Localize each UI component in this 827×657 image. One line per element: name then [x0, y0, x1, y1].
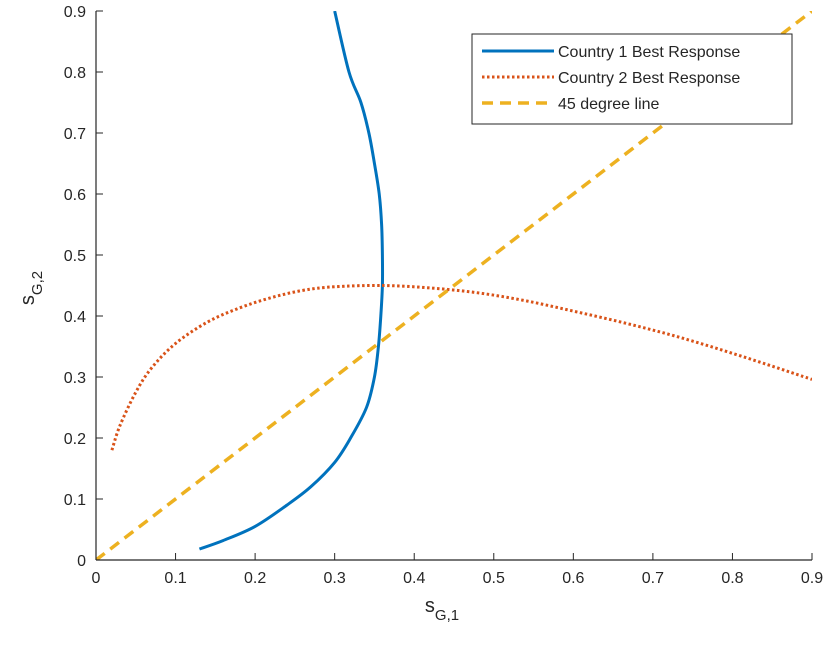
y-tick-label: 0: [77, 553, 86, 570]
x-axis-label-main: s: [425, 595, 435, 617]
x-tick-label: 0.7: [642, 570, 664, 587]
series-line-2: [110, 283, 812, 451]
x-tick-label: 0: [92, 570, 101, 587]
legend-box: [471, 33, 793, 125]
axes-layer: 0 0.1 0.2 0.3 0.4 0.5 0.6 0.7 0.8 0.9 0 0.1 0.2 0.3 0.…: [64, 4, 823, 587]
legend-label-2: Country 2 Best Response: [558, 70, 740, 87]
y-axis-label: sG,2: [17, 271, 46, 305]
y-tick-label: 0.4: [64, 309, 86, 326]
x-tick-label: 0.3: [324, 570, 346, 587]
y-axis-label-sub: G,2: [29, 271, 46, 295]
series-line-1: [198, 11, 385, 551]
y-tick-label: 0.3: [64, 370, 86, 387]
x-tick-label: 0.9: [801, 570, 823, 587]
axis-labels: sG,1sG,2: [17, 271, 459, 624]
y-tick-label: 0.9: [64, 4, 86, 21]
y-tick-label: 0.5: [64, 248, 86, 265]
legend: Country 1 Best Response Country 2 Best Re…: [471, 33, 793, 125]
y-tick-label: 0.1: [64, 492, 86, 509]
y-tick-label: 0.2: [64, 431, 86, 448]
x-tick-label: 0.2: [244, 570, 266, 587]
legend-label-3: 45 degree line: [558, 96, 660, 113]
x-tick-label: 0.6: [562, 570, 584, 587]
x-axis-label: sG,1: [425, 595, 459, 624]
x-tick-label: 0.5: [483, 570, 505, 587]
x-axis-label-sub: G,1: [435, 607, 459, 624]
x-tick-label: 0.1: [164, 570, 186, 587]
y-tick-label: 0.7: [64, 126, 86, 143]
y-axis-label-main: s: [17, 295, 39, 305]
x-tick-label: 0.4: [403, 570, 425, 587]
y-tick-label: 0.6: [64, 187, 86, 204]
x-tick-label: 0.8: [721, 570, 743, 587]
legend-label-1: Country 1 Best Response: [558, 44, 740, 61]
y-tick-label: 0.8: [64, 65, 86, 82]
